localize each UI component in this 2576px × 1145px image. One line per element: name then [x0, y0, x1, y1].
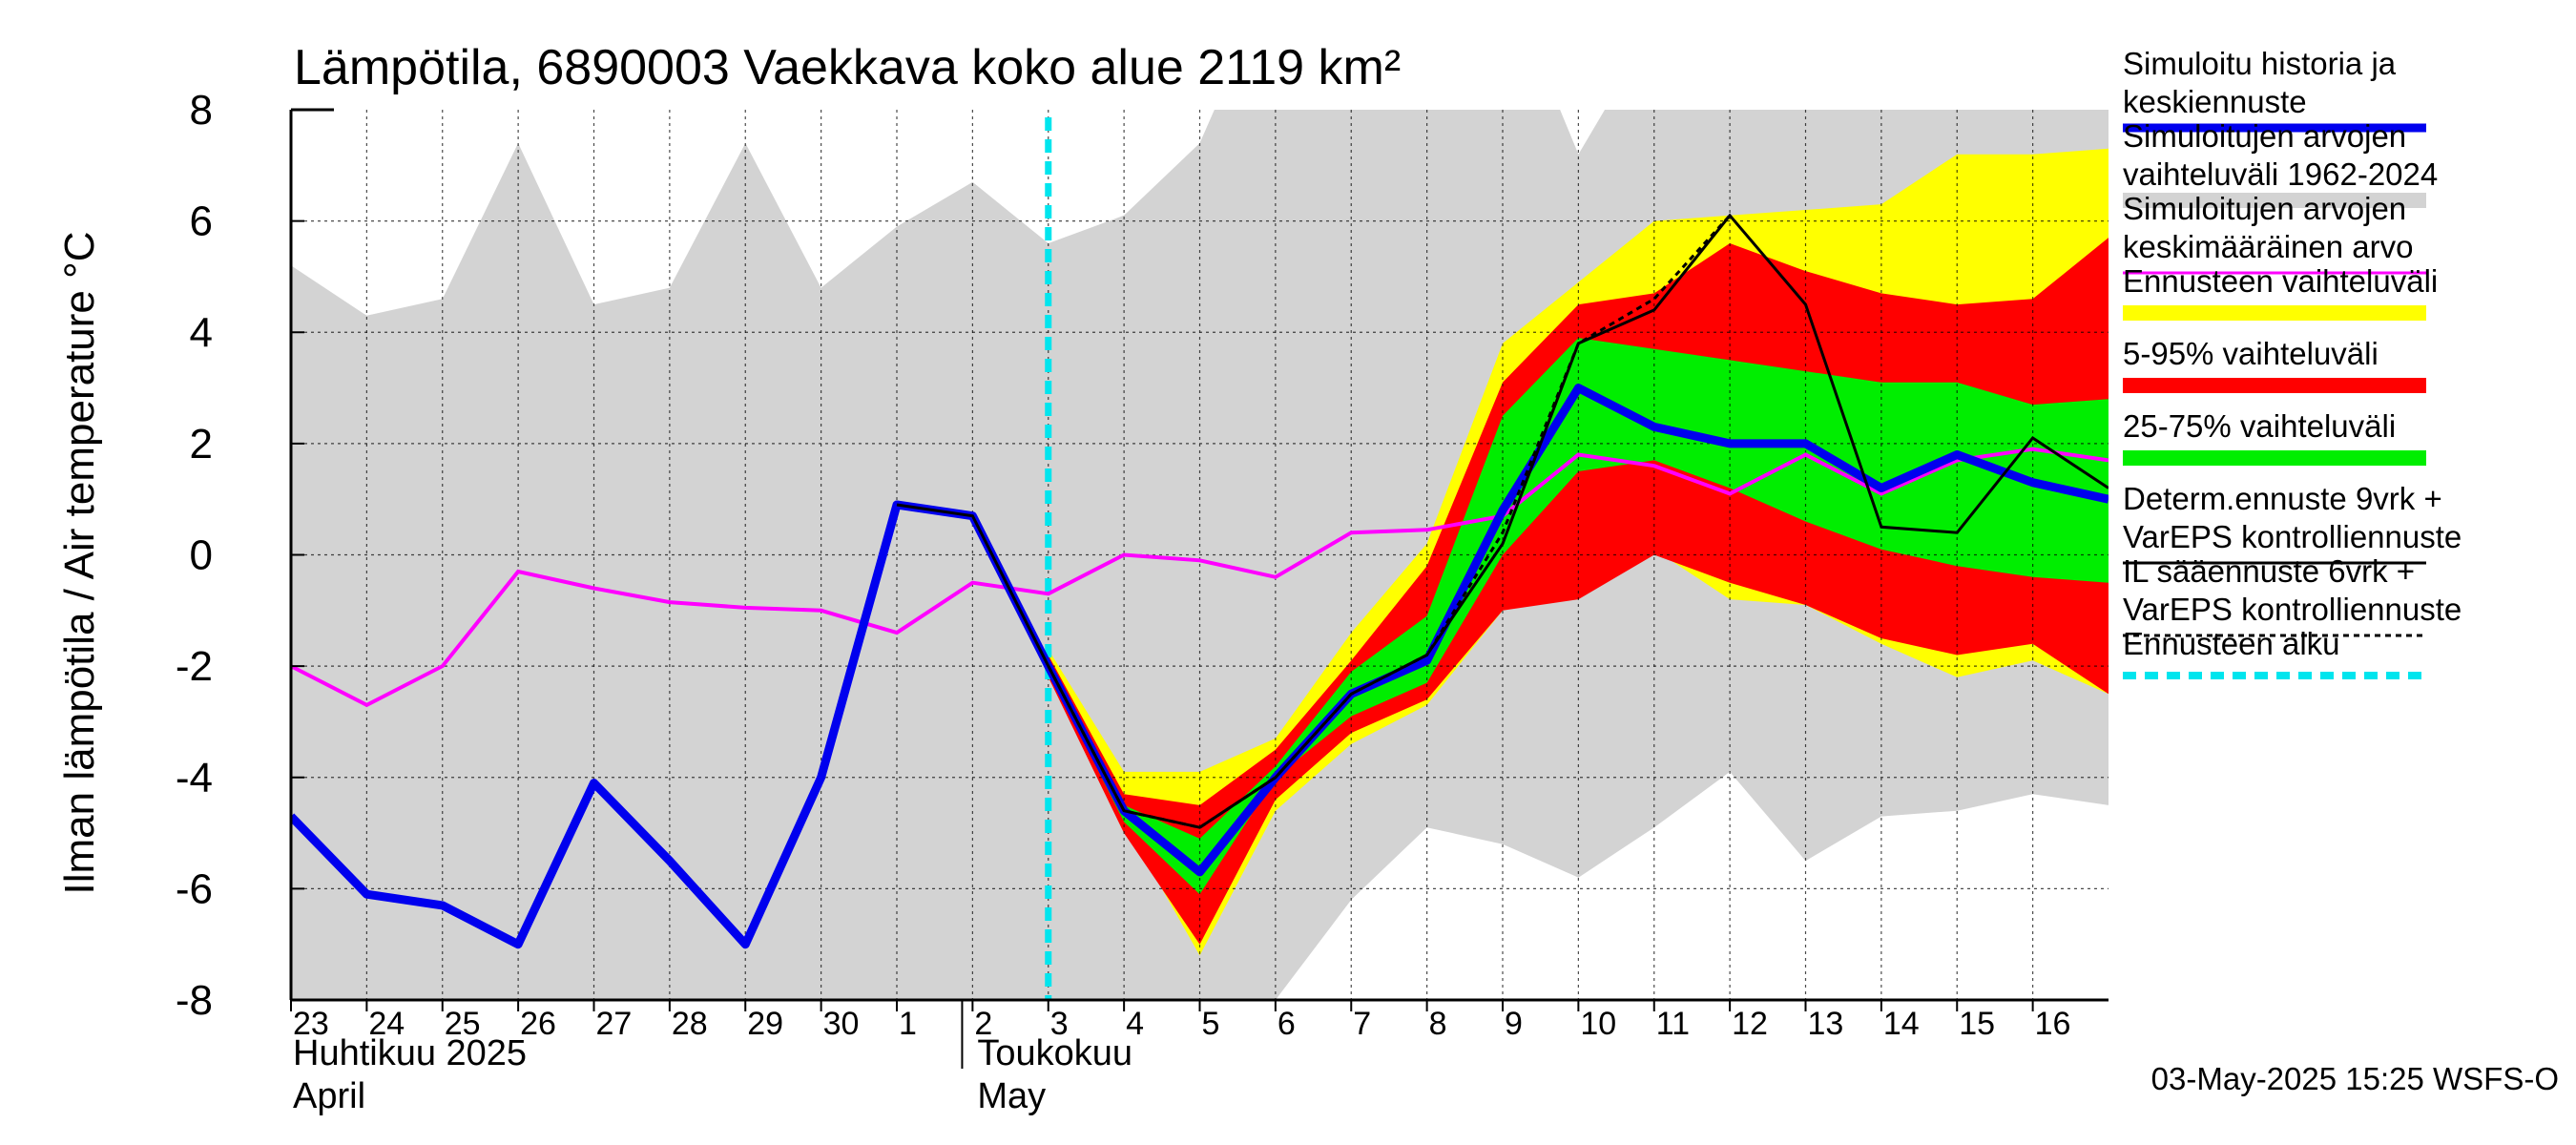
x-tick-label: 25	[445, 1006, 481, 1042]
legend-label-line2: VarEPS kontrolliennuste	[2123, 592, 2462, 627]
y-tick-label: 0	[190, 532, 213, 579]
legend-label-line1: 5-95% vaihteluväli	[2123, 336, 2379, 371]
x-tick-label: 24	[368, 1006, 405, 1042]
legend-item: 5-95% vaihteluväli	[2123, 336, 2426, 393]
legend-item: Ennusteen vaihteluväli	[2123, 263, 2438, 321]
x-tick-label: 30	[823, 1006, 860, 1042]
series-lines	[291, 117, 2109, 1000]
mean-value-line	[291, 447, 2109, 708]
legend-label-line2: keskiennuste	[2123, 84, 2307, 119]
x-tick-label: 6	[1278, 1006, 1296, 1042]
month-label-line2: April	[293, 1076, 365, 1116]
month-label-line2: May	[977, 1076, 1046, 1116]
x-tick-label: 3	[1050, 1006, 1069, 1042]
legend-label-line2: vaihteluväli 1962-2024	[2123, 156, 2438, 192]
x-tick-label: 11	[1656, 1006, 1690, 1042]
legend-swatch	[2123, 193, 2426, 208]
x-tick-label: 16	[2035, 1006, 2071, 1042]
x-tick-label: 27	[596, 1006, 633, 1042]
month-label-line1: Toukokuu	[977, 1033, 1132, 1073]
x-tick-label: 28	[672, 1006, 708, 1042]
legend-swatch	[2123, 305, 2426, 321]
timestamp-footer: 03-May-2025 15:25 WSFS-O	[2151, 1061, 2559, 1096]
legend-swatch	[2123, 378, 2426, 393]
y-tick-label: 6	[190, 198, 213, 245]
x-tick-label: 1	[899, 1006, 917, 1042]
legend-item: Determ.ennuste 9vrk +VarEPS kontrollienn…	[2123, 481, 2462, 565]
il-weather-forecast-line	[1047, 214, 1732, 829]
legend-item: IL sääennuste 6vrk + VarEPS kontrollienn…	[2123, 553, 2462, 637]
legend-item: 25-75% vaihteluväli	[2123, 408, 2426, 466]
x-tick-label: 8	[1429, 1006, 1447, 1042]
legend-item: Ennusteen alku	[2123, 626, 2426, 679]
x-tick-label: 23	[293, 1006, 329, 1042]
y-tick-label: 8	[190, 87, 213, 134]
y-axis-label: Ilman lämpötila / Air temperature °C	[56, 232, 103, 895]
legend-swatch	[2123, 450, 2426, 466]
simulated-history-line	[291, 384, 2109, 949]
x-tick-label: 9	[1505, 1006, 1523, 1042]
legend-label-line2: VarEPS kontrolliennuste	[2123, 519, 2462, 554]
x-tick-label: 7	[1353, 1006, 1371, 1042]
legend-label-line1: Ennusteen vaihteluväli	[2123, 263, 2438, 299]
x-tick-label: 29	[747, 1006, 783, 1042]
band-25-75	[1048, 338, 2109, 895]
x-tick-label: 14	[1883, 1006, 1920, 1042]
legend: Simuloitu historia jakeskiennusteSimuloi…	[2123, 46, 2462, 679]
x-tick-label: 5	[1202, 1006, 1220, 1042]
x-tick-label: 26	[520, 1006, 556, 1042]
x-tick-label: 4	[1126, 1006, 1144, 1042]
y-tick-label: -8	[176, 977, 213, 1024]
y-tick-label: -6	[176, 865, 213, 912]
y-tick-label: -2	[176, 643, 213, 690]
legend-label-line1: Determ.ennuste 9vrk +	[2123, 481, 2442, 516]
legend-label-line1: Simuloitujen arvojen	[2123, 191, 2406, 226]
legend-label-line2: keskimääräinen arvo	[2123, 229, 2413, 264]
legend-label-line1: 25-75% vaihteluväli	[2123, 408, 2396, 444]
legend-label-line1: Simuloitu historia ja	[2123, 46, 2397, 81]
y-tick-label: -4	[176, 755, 213, 802]
chart-title: Lämpötila, 6890003 Vaekkava koko alue 21…	[294, 40, 1401, 95]
x-tick-label: 13	[1808, 1006, 1844, 1042]
legend-label-line1: Simuloitujen arvojen	[2123, 118, 2406, 154]
x-tick-label: 2	[974, 1006, 992, 1042]
x-tick-label: 10	[1580, 1006, 1616, 1042]
month-label-line1: Huhtikuu 2025	[293, 1033, 527, 1073]
x-tick-label: 12	[1732, 1006, 1768, 1042]
legend-label-line1: Ennusteen alku	[2123, 626, 2340, 661]
y-tick-label: 4	[190, 309, 213, 356]
legend-label-line1: IL sääennuste 6vrk +	[2123, 553, 2415, 589]
y-tick-label: 2	[190, 421, 213, 468]
x-tick-label: 15	[1959, 1006, 1995, 1042]
